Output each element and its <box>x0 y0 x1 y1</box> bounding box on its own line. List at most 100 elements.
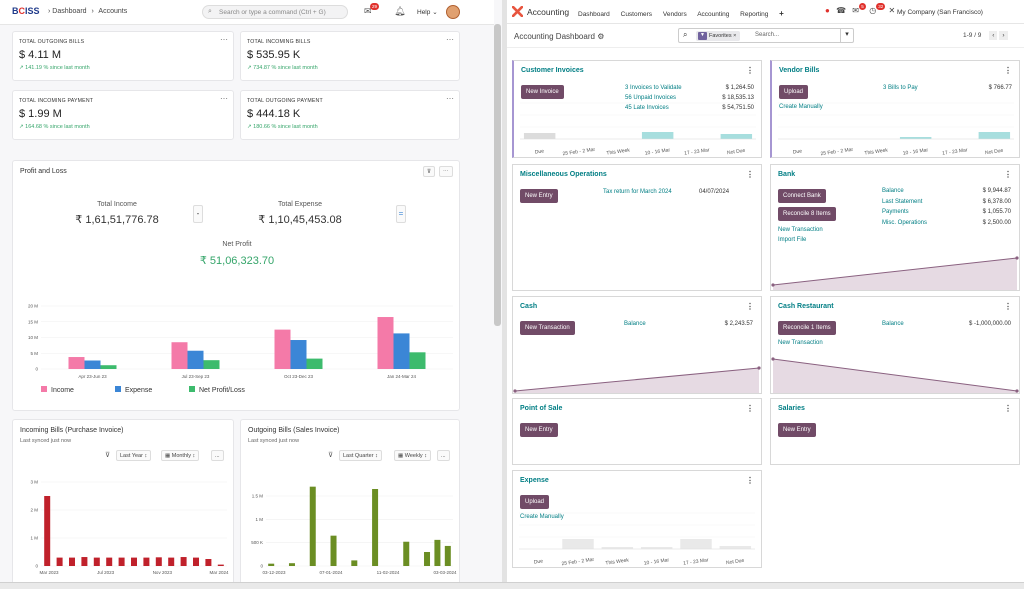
help-menu[interactable]: Help ⌄ <box>417 9 438 16</box>
trend-line <box>772 358 1018 392</box>
more-icon[interactable]: ⋯ <box>220 35 228 44</box>
favorites-filter-chip[interactable]: ▼ Favorites × <box>696 31 741 41</box>
period-select[interactable]: Last Year ↕ <box>116 450 152 461</box>
reconcile-button[interactable]: Reconcile 8 Items <box>778 207 836 221</box>
kebab-menu-icon[interactable]: ⋮ <box>746 476 754 485</box>
balance-link[interactable]: Balance <box>882 321 904 327</box>
pager: 1-9 / 9 ‹ › <box>963 31 1008 40</box>
late-invoices-link[interactable]: 45 Late Invoices <box>625 105 669 111</box>
breadcrumb-accounts[interactable]: Accounts <box>98 8 128 15</box>
bar <box>205 559 212 566</box>
app-name[interactable]: Accounting <box>527 7 570 17</box>
more-icon[interactable]: ⋯ <box>220 94 228 103</box>
menu-vendors[interactable]: Vendors <box>662 11 687 18</box>
new-transaction-button[interactable]: New Transaction <box>520 321 575 335</box>
upload-button[interactable]: Upload <box>779 85 809 99</box>
kebab-menu-icon[interactable]: ⋮ <box>1004 66 1012 75</box>
card-title[interactable]: Salaries <box>778 405 805 412</box>
search-input[interactable]: Search... <box>755 32 780 38</box>
connect-bank-button[interactable]: Connect Bank <box>778 189 826 203</box>
new-entry-button[interactable]: New Entry <box>520 423 558 437</box>
new-entry-button[interactable]: New Entry <box>778 423 816 437</box>
menu-dashboard[interactable]: Dashboard <box>578 11 610 18</box>
create-manually-link[interactable]: Create Manually <box>779 104 823 110</box>
legend-swatch <box>115 386 121 392</box>
vendor-bills-card: Vendor Bills ⋮ Upload Create Manually 3 … <box>770 60 1020 158</box>
card-title[interactable]: Point of Sale <box>520 405 563 412</box>
equals-operator: = <box>396 205 406 223</box>
more-icon[interactable]: ⋯ <box>446 35 454 44</box>
x-tick-label: Jul 23-Sep 23 <box>182 374 210 379</box>
more-icon[interactable]: ⋯ <box>446 94 454 103</box>
bell-icon[interactable]: 🔔︎ <box>394 6 406 16</box>
bar <box>403 541 410 566</box>
pager-value[interactable]: 1-9 / 9 <box>963 32 982 39</box>
menu-accounting[interactable]: Accounting <box>697 11 730 18</box>
brand-logo[interactable]: BCISS <box>12 6 40 16</box>
menu-add[interactable]: + <box>779 9 784 18</box>
gear-icon[interactable]: ⚙ <box>597 32 605 41</box>
company-switcher[interactable]: My Company (San Francisco) <box>897 9 983 16</box>
frequency-select[interactable]: ▦ Monthly ↕ <box>161 450 200 461</box>
kebab-menu-icon[interactable]: ⋮ <box>1004 302 1012 311</box>
tax-return-link[interactable]: Tax return for March 2024 <box>603 189 672 195</box>
reconcile-button[interactable]: Reconcile 1 Items <box>778 321 836 335</box>
unpaid-invoices-link[interactable]: 56 Unpaid Invoices <box>625 95 677 101</box>
import-file-link[interactable]: Import File <box>778 237 807 243</box>
balance-link[interactable]: Balance <box>624 321 646 327</box>
menu-reporting[interactable]: Reporting <box>740 11 769 18</box>
card-title[interactable]: Bank <box>778 171 796 178</box>
new-entry-button[interactable]: New Entry <box>520 189 558 203</box>
tools-icon[interactable]: ✕ <box>888 6 896 15</box>
misc-operations-link[interactable]: Misc. Operations <box>882 220 928 226</box>
more-button[interactable]: ⋯ <box>439 166 453 177</box>
filter-icon[interactable]: ⊽ <box>105 452 111 459</box>
more-button[interactable]: ... <box>211 450 224 461</box>
filter-button[interactable]: ⊽ <box>423 166 436 177</box>
kebab-menu-icon[interactable]: ⋮ <box>746 170 754 179</box>
scrollbar[interactable] <box>494 24 501 326</box>
kebab-menu-icon[interactable]: ⋮ <box>746 302 754 311</box>
payments-link[interactable]: Payments <box>882 209 909 215</box>
breadcrumb-dashboard[interactable]: Dashboard <box>52 8 87 15</box>
create-manually-link[interactable]: Create Manually <box>520 514 564 520</box>
frequency-select[interactable]: ▦ Weekly ↕ <box>394 450 431 461</box>
chevron-right-icon[interactable]: › <box>999 31 1008 40</box>
trend-up-icon: ↗ <box>19 124 26 130</box>
y-tick-label: 1.5 M <box>252 494 264 499</box>
new-transaction-link[interactable]: New Transaction <box>778 340 823 346</box>
kebab-menu-icon[interactable]: ⋮ <box>1004 404 1012 413</box>
kebab-menu-icon[interactable]: ⋮ <box>746 404 754 413</box>
period-select[interactable]: Last Quarter ↕ <box>339 450 382 461</box>
chevron-left-icon[interactable]: ‹ <box>989 31 998 40</box>
window-divider[interactable] <box>502 0 507 589</box>
card-title[interactable]: Expense <box>520 477 549 484</box>
clock-icon[interactable]: ◷ 32 <box>869 3 886 15</box>
new-invoice-button[interactable]: New Invoice <box>521 85 564 99</box>
command-search-input[interactable]: ⌕ Search or type a command (Ctrl + G) <box>202 5 348 19</box>
balance-link[interactable]: Balance <box>882 188 904 194</box>
chat-icon[interactable]: ✉ 5 <box>852 3 866 15</box>
card-title[interactable]: Vendor Bills <box>779 67 820 74</box>
invoices-to-validate-link[interactable]: 3 Invoices to Validate <box>625 85 682 91</box>
bills-to-pay-link[interactable]: 3 Bills to Pay <box>883 85 918 91</box>
menu-customers[interactable]: Customers <box>620 11 653 18</box>
filter-icon[interactable]: ⊽ <box>328 452 334 459</box>
phone-icon[interactable]: ☎ <box>836 6 847 15</box>
kebab-menu-icon[interactable]: ⋮ <box>746 66 754 75</box>
new-transaction-link[interactable]: New Transaction <box>778 227 823 233</box>
card-title[interactable]: Cash <box>520 303 538 310</box>
card-title[interactable]: Miscellaneous Operations <box>520 171 607 178</box>
accounting-app-icon[interactable] <box>512 6 523 17</box>
card-title[interactable]: Cash Restaurant <box>778 303 834 310</box>
user-avatar[interactable] <box>446 5 460 19</box>
card-title[interactable]: Customer Invoices <box>521 67 584 74</box>
more-button[interactable]: ... <box>437 450 450 461</box>
search-dropdown-toggle[interactable]: ▾ <box>840 29 853 42</box>
last-statement-link[interactable]: Last Statement <box>882 199 923 205</box>
upload-button[interactable]: Upload <box>520 495 550 509</box>
kebab-menu-icon[interactable]: ⋮ <box>1004 170 1012 179</box>
chat-icon[interactable]: ✉ 29 <box>364 3 380 16</box>
record-icon[interactable]: ● <box>825 6 830 15</box>
search-bar[interactable]: ⌕ ▼ Favorites × Search... ▾ <box>678 28 854 43</box>
